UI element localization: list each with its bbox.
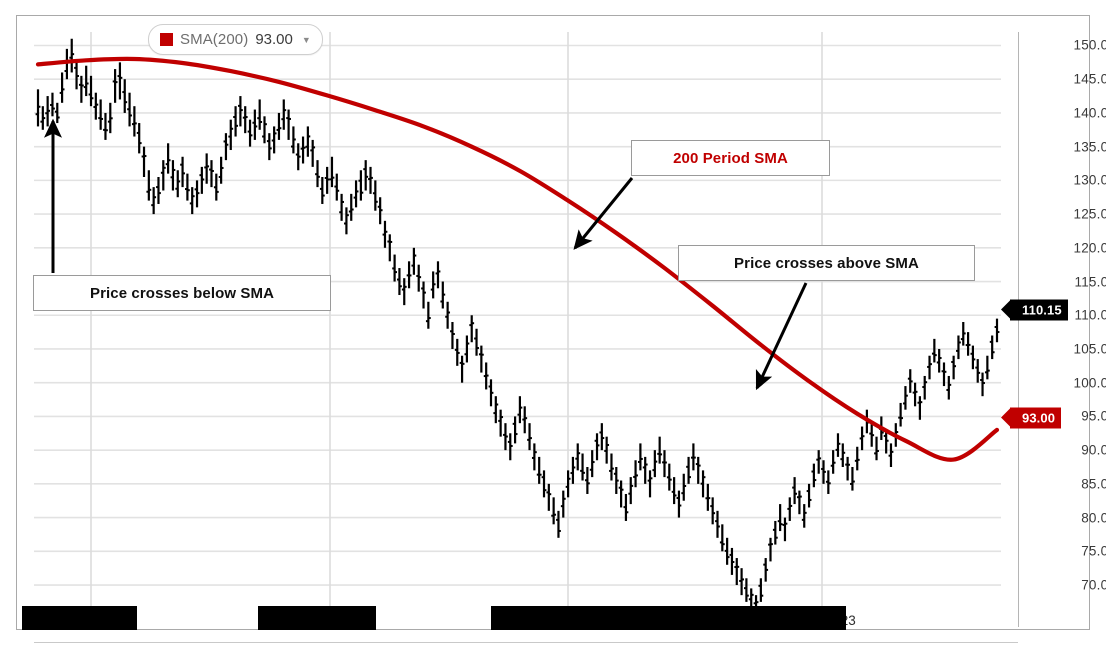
price-axis-label: 150.00 <box>1073 37 1106 53</box>
price-axis-label: 75.00 <box>1081 543 1106 559</box>
price-axis-label: 80.00 <box>1081 510 1106 526</box>
sma-price-badge: 93.00 <box>1000 407 1062 429</box>
plot-clip <box>34 32 1001 612</box>
indicator-legend[interactable]: SMA(200) 93.00 ▼ <box>148 24 323 55</box>
legend-indicator-value: 93.00 <box>255 31 293 48</box>
chart-frame: 150.00 145.00 140.00 135.00 130.00 125.00 120.… <box>16 15 1106 643</box>
price-axis-label: 120.00 <box>1073 240 1106 256</box>
annotation-cross-above: Price crosses above SMA <box>678 245 975 281</box>
price-axis-label: 135.00 <box>1073 139 1106 155</box>
annotation-sma-label: 200 Period SMA <box>631 140 830 176</box>
price-axis-label: 110.00 <box>1074 307 1106 323</box>
last-price-badge: 110.15 <box>1001 299 1068 321</box>
price-axis-label: 85.00 <box>1081 476 1106 492</box>
price-axis-label: 105.00 <box>1073 341 1106 357</box>
sma-color-swatch-icon <box>160 33 173 46</box>
horizontal-gridlines <box>34 44 1001 586</box>
annotation-cross-below: Price crosses below SMA <box>33 275 331 311</box>
price-axis-label: 115.00 <box>1074 274 1106 290</box>
redaction-bar <box>258 606 376 630</box>
sma-200-line <box>35 56 1000 462</box>
chevron-down-icon[interactable]: ▼ <box>301 34 311 45</box>
price-axis-label: 145.00 <box>1073 71 1106 87</box>
vertical-gridlines <box>90 32 823 612</box>
price-axis-label: 140.00 <box>1073 105 1106 121</box>
price-axis-label: 130.00 <box>1073 172 1106 188</box>
axis-bottom-rule <box>34 642 1018 643</box>
plot-area[interactable] <box>34 32 1001 612</box>
price-axis-label: 95.00 <box>1081 408 1106 424</box>
redaction-bar <box>491 606 846 630</box>
price-axis-label: 90.00 <box>1081 442 1106 458</box>
price-axis-label: 100.00 <box>1073 375 1106 391</box>
price-scale-divider <box>1018 32 1019 627</box>
price-axis-label: 70.00 <box>1081 577 1106 593</box>
price-axis[interactable]: 150.00 145.00 140.00 135.00 130.00 125.00 120.… <box>1019 32 1106 612</box>
price-axis-label: 125.00 <box>1073 206 1106 222</box>
legend-indicator-label: SMA(200) <box>180 31 249 48</box>
redaction-bar <box>22 606 137 630</box>
price-ohlc-bars <box>35 38 1000 612</box>
price-chart-svg <box>34 32 1001 612</box>
